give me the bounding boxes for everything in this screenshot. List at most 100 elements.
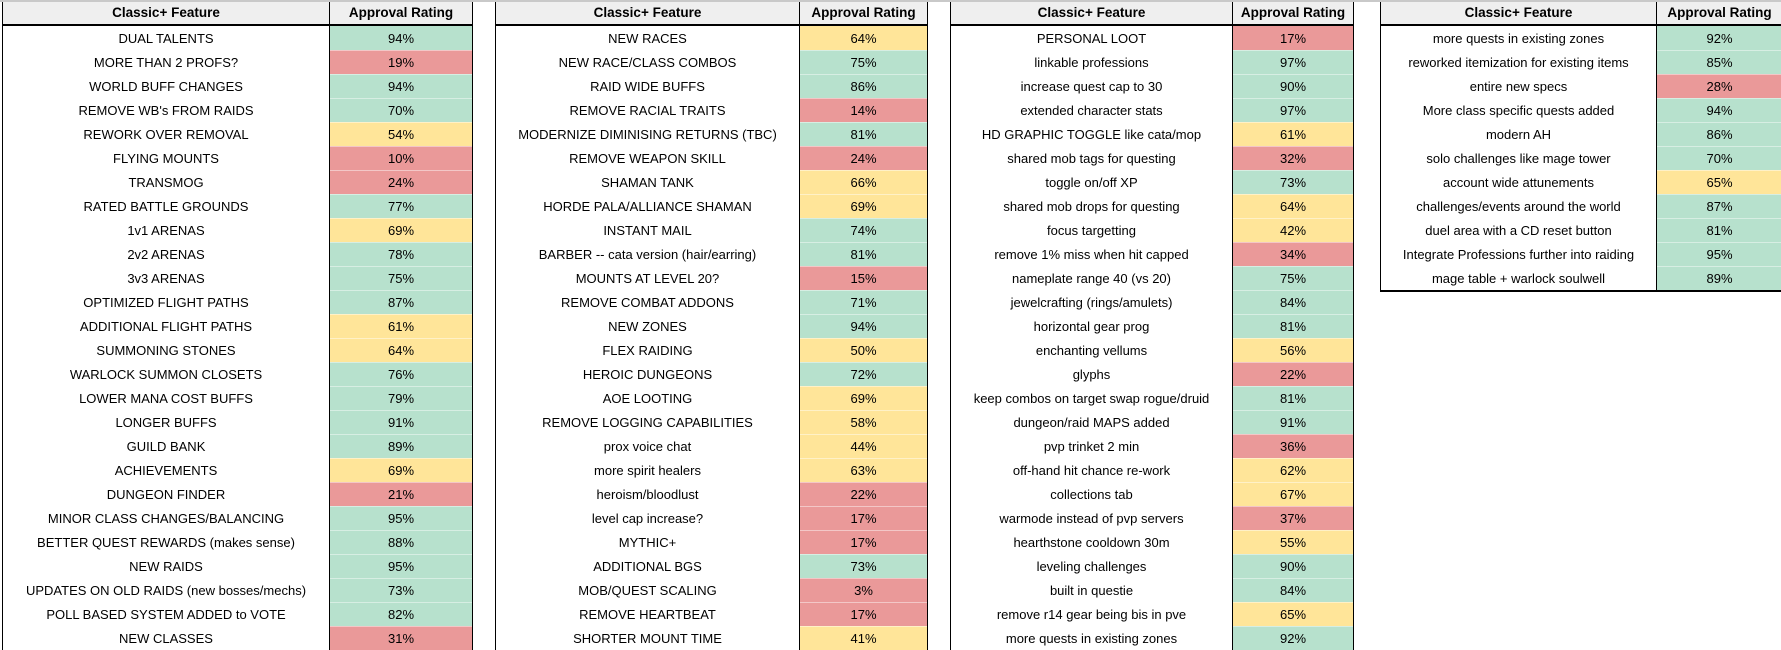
feature-cell[interactable]: level cap increase? [496, 506, 800, 530]
feature-cell[interactable]: built in questie [951, 578, 1233, 602]
rating-cell[interactable]: 31% [330, 626, 472, 650]
feature-cell[interactable]: linkable professions [951, 50, 1233, 74]
rating-cell[interactable]: 90% [1233, 554, 1353, 578]
rating-cell[interactable]: 84% [1233, 578, 1353, 602]
rating-cell[interactable]: 79% [330, 386, 472, 410]
feature-cell[interactable]: remove 1% miss when hit capped [951, 242, 1233, 266]
feature-cell[interactable]: leveling challenges [951, 554, 1233, 578]
feature-cell[interactable]: REMOVE RACIAL TRAITS [496, 98, 800, 122]
feature-cell[interactable]: FLYING MOUNTS [3, 146, 330, 170]
rating-cell[interactable]: 84% [1233, 290, 1353, 314]
feature-cell[interactable]: OPTIMIZED FLIGHT PATHS [3, 290, 330, 314]
rating-cell[interactable]: 94% [1657, 98, 1781, 122]
rating-cell[interactable]: 85% [1657, 50, 1781, 74]
rating-cell[interactable]: 22% [1233, 362, 1353, 386]
rating-cell[interactable]: 97% [1233, 98, 1353, 122]
feature-cell[interactable]: LOWER MANA COST BUFFS [3, 386, 330, 410]
rating-cell[interactable]: 69% [330, 218, 472, 242]
feature-cell[interactable]: glyphs [951, 362, 1233, 386]
feature-cell[interactable]: RATED BATTLE GROUNDS [3, 194, 330, 218]
rating-cell[interactable]: 75% [1233, 266, 1353, 290]
feature-cell[interactable]: REMOVE LOGGING CAPABILITIES [496, 410, 800, 434]
feature-cell[interactable]: HORDE PALA/ALLIANCE SHAMAN [496, 194, 800, 218]
rating-cell[interactable]: 95% [330, 506, 472, 530]
feature-cell[interactable]: heroism/bloodlust [496, 482, 800, 506]
feature-cell[interactable]: more quests in existing zones [951, 626, 1233, 650]
rating-cell[interactable]: 76% [330, 362, 472, 386]
rating-cell[interactable]: 97% [1233, 50, 1353, 74]
rating-cell[interactable]: 14% [800, 98, 927, 122]
feature-cell[interactable]: Integrate Professions further into raidi… [1381, 242, 1657, 266]
rating-cell[interactable]: 64% [1233, 194, 1353, 218]
feature-cell[interactable]: NEW CLASSES [3, 626, 330, 650]
feature-cell[interactable]: challenges/events around the world [1381, 194, 1657, 218]
feature-cell[interactable]: ACHIEVEMENTS [3, 458, 330, 482]
feature-cell[interactable]: WORLD BUFF CHANGES [3, 74, 330, 98]
feature-cell[interactable]: nameplate range 40 (vs 20) [951, 266, 1233, 290]
rating-cell[interactable]: 3% [800, 578, 927, 602]
feature-cell[interactable]: NEW RAIDS [3, 554, 330, 578]
rating-cell[interactable]: 86% [1657, 122, 1781, 146]
rating-cell[interactable]: 77% [330, 194, 472, 218]
rating-cell[interactable]: 92% [1657, 26, 1781, 50]
feature-cell[interactable]: 2v2 ARENAS [3, 242, 330, 266]
feature-cell[interactable]: enchanting vellums [951, 338, 1233, 362]
feature-cell[interactable]: 3v3 ARENAS [3, 266, 330, 290]
rating-cell[interactable]: 81% [800, 242, 927, 266]
rating-cell[interactable]: 88% [330, 530, 472, 554]
rating-cell[interactable]: 67% [1233, 482, 1353, 506]
rating-cell[interactable]: 37% [1233, 506, 1353, 530]
feature-cell[interactable]: REMOVE WB's FROM RAIDS [3, 98, 330, 122]
feature-cell[interactable]: HD GRAPHIC TOGGLE like cata/mop [951, 122, 1233, 146]
rating-cell[interactable]: 89% [1657, 266, 1781, 290]
rating-cell[interactable]: 70% [330, 98, 472, 122]
rating-cell[interactable]: 95% [330, 554, 472, 578]
feature-cell[interactable]: NEW RACE/CLASS COMBOS [496, 50, 800, 74]
rating-cell[interactable]: 73% [1233, 170, 1353, 194]
rating-cell[interactable]: 32% [1233, 146, 1353, 170]
rating-cell[interactable]: 90% [1233, 74, 1353, 98]
feature-cell[interactable]: ADDITIONAL BGS [496, 554, 800, 578]
rating-cell[interactable]: 42% [1233, 218, 1353, 242]
feature-cell[interactable]: MODERNIZE DIMINISING RETURNS (TBC) [496, 122, 800, 146]
feature-cell[interactable]: more spirit healers [496, 458, 800, 482]
rating-cell[interactable]: 65% [1233, 602, 1353, 626]
rating-cell[interactable]: 70% [1657, 146, 1781, 170]
rating-cell[interactable]: 73% [800, 554, 927, 578]
feature-cell[interactable]: MOUNTS AT LEVEL 20? [496, 266, 800, 290]
feature-cell[interactable]: WARLOCK SUMMON CLOSETS [3, 362, 330, 386]
feature-cell[interactable]: solo challenges like mage tower [1381, 146, 1657, 170]
feature-cell[interactable]: SUMMONING STONES [3, 338, 330, 362]
feature-cell[interactable]: warmode instead of pvp servers [951, 506, 1233, 530]
rating-cell[interactable]: 17% [800, 530, 927, 554]
rating-cell[interactable]: 61% [1233, 122, 1353, 146]
feature-cell[interactable]: off-hand hit chance re-work [951, 458, 1233, 482]
feature-cell[interactable]: FLEX RAIDING [496, 338, 800, 362]
feature-cell[interactable]: focus targetting [951, 218, 1233, 242]
feature-cell[interactable]: MYTHIC+ [496, 530, 800, 554]
feature-cell[interactable]: NEW ZONES [496, 314, 800, 338]
rating-cell[interactable]: 89% [330, 434, 472, 458]
rating-cell[interactable]: 63% [800, 458, 927, 482]
feature-cell[interactable]: More class specific quests added [1381, 98, 1657, 122]
rating-cell[interactable]: 36% [1233, 434, 1353, 458]
rating-cell[interactable]: 73% [330, 578, 472, 602]
rating-cell[interactable]: 28% [1657, 74, 1781, 98]
rating-cell[interactable]: 86% [800, 74, 927, 98]
rating-cell[interactable]: 91% [330, 410, 472, 434]
rating-cell[interactable]: 94% [330, 74, 472, 98]
feature-cell[interactable]: GUILD BANK [3, 434, 330, 458]
feature-cell[interactable]: PERSONAL LOOT [951, 26, 1233, 50]
feature-cell[interactable]: NEW RACES [496, 26, 800, 50]
feature-cell[interactable]: pvp trinket 2 min [951, 434, 1233, 458]
feature-cell[interactable]: modern AH [1381, 122, 1657, 146]
rating-cell[interactable]: 55% [1233, 530, 1353, 554]
rating-cell[interactable]: 41% [800, 626, 927, 650]
rating-cell[interactable]: 65% [1657, 170, 1781, 194]
feature-cell[interactable]: SHAMAN TANK [496, 170, 800, 194]
feature-cell[interactable]: horizontal gear prog [951, 314, 1233, 338]
feature-cell[interactable]: prox voice chat [496, 434, 800, 458]
rating-cell[interactable]: 72% [800, 362, 927, 386]
rating-cell[interactable]: 50% [800, 338, 927, 362]
feature-cell[interactable]: reworked itemization for existing items [1381, 50, 1657, 74]
